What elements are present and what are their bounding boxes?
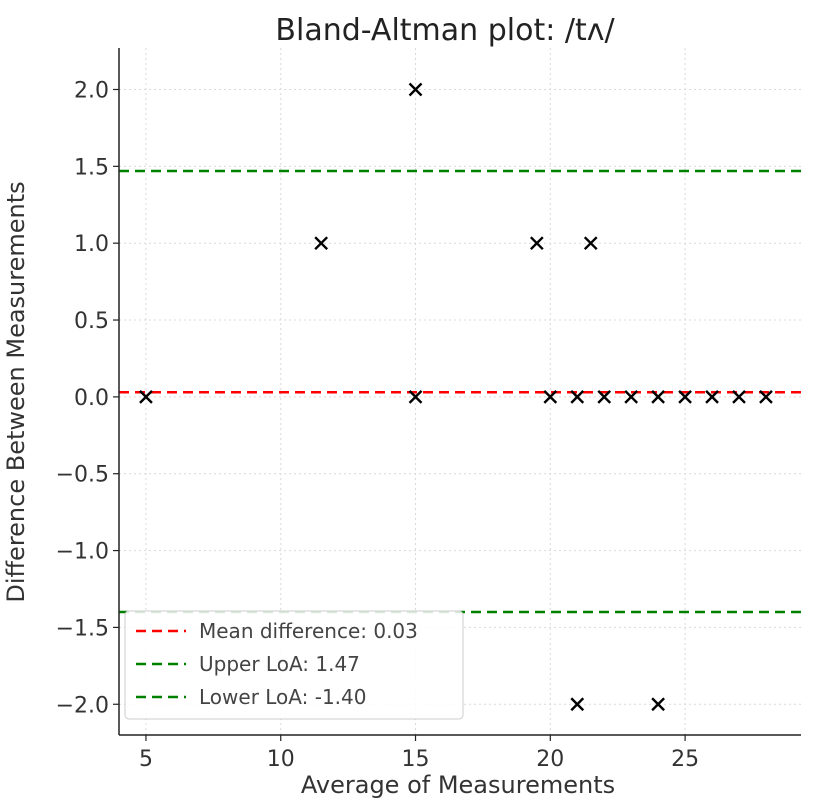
data-point-8 bbox=[583, 236, 598, 251]
data-point-0 bbox=[139, 390, 153, 404]
data-point-2 bbox=[408, 82, 423, 97]
x-tick-label-4: 25 bbox=[671, 747, 699, 772]
legend-label-lower: Lower LoA: -1.40 bbox=[199, 685, 366, 709]
x-axis-label: Average of Measurements bbox=[301, 771, 615, 799]
data-point-15 bbox=[732, 390, 746, 404]
data-point-13 bbox=[678, 390, 692, 404]
data-point-9 bbox=[597, 390, 612, 404]
legend-label-upper: Upper LoA: 1.47 bbox=[199, 652, 360, 676]
y-tick-label-8: 2.0 bbox=[74, 78, 109, 103]
axes bbox=[118, 48, 801, 736]
y-tick-label-5: 0.5 bbox=[74, 309, 109, 334]
x-tick-label-1: 10 bbox=[267, 747, 295, 772]
data-point-4 bbox=[529, 236, 544, 251]
data-points bbox=[139, 82, 773, 712]
y-tick-label-6: 1.0 bbox=[74, 232, 109, 257]
data-point-11 bbox=[651, 390, 665, 404]
y-tick-label-2: −1.0 bbox=[56, 540, 109, 565]
x-ticks: 5 10 15 20 25 bbox=[139, 735, 699, 772]
data-point-16 bbox=[759, 390, 773, 404]
chart-title: Bland-Altman plot: /tʌ/ bbox=[275, 13, 615, 48]
legend-label-mean: Mean difference: 0.03 bbox=[199, 619, 418, 643]
x-tick-label-2: 15 bbox=[402, 747, 430, 772]
data-point-10 bbox=[624, 390, 639, 404]
reference-lines bbox=[119, 169, 801, 614]
y-axis-label: Difference Between Measurements bbox=[2, 181, 30, 602]
y-tick-label-7: 1.5 bbox=[74, 155, 109, 180]
y-tick-label-1: −1.5 bbox=[56, 616, 109, 641]
data-point-12 bbox=[651, 697, 665, 712]
y-tick-label-3: −0.5 bbox=[56, 463, 109, 488]
x-tick-label-3: 20 bbox=[536, 747, 564, 772]
data-point-1 bbox=[314, 236, 329, 251]
legend: Mean difference: 0.03 Upper LoA: 1.47 Lowe… bbox=[124, 610, 464, 720]
data-point-3 bbox=[408, 390, 423, 404]
y-tick-label-0: −2.0 bbox=[56, 693, 109, 718]
data-point-7 bbox=[570, 697, 585, 712]
data-point-14 bbox=[705, 390, 719, 404]
legend-box bbox=[124, 610, 464, 720]
data-point-6 bbox=[570, 390, 585, 404]
y-ticks: −2.0 −1.5 −1.0 −0.5 0.0 0.5 1.0 1.5 2.0 bbox=[56, 78, 119, 718]
data-point-5 bbox=[543, 390, 558, 404]
x-tick-label-0: 5 bbox=[139, 747, 153, 772]
y-tick-label-4: 0.0 bbox=[74, 386, 109, 411]
